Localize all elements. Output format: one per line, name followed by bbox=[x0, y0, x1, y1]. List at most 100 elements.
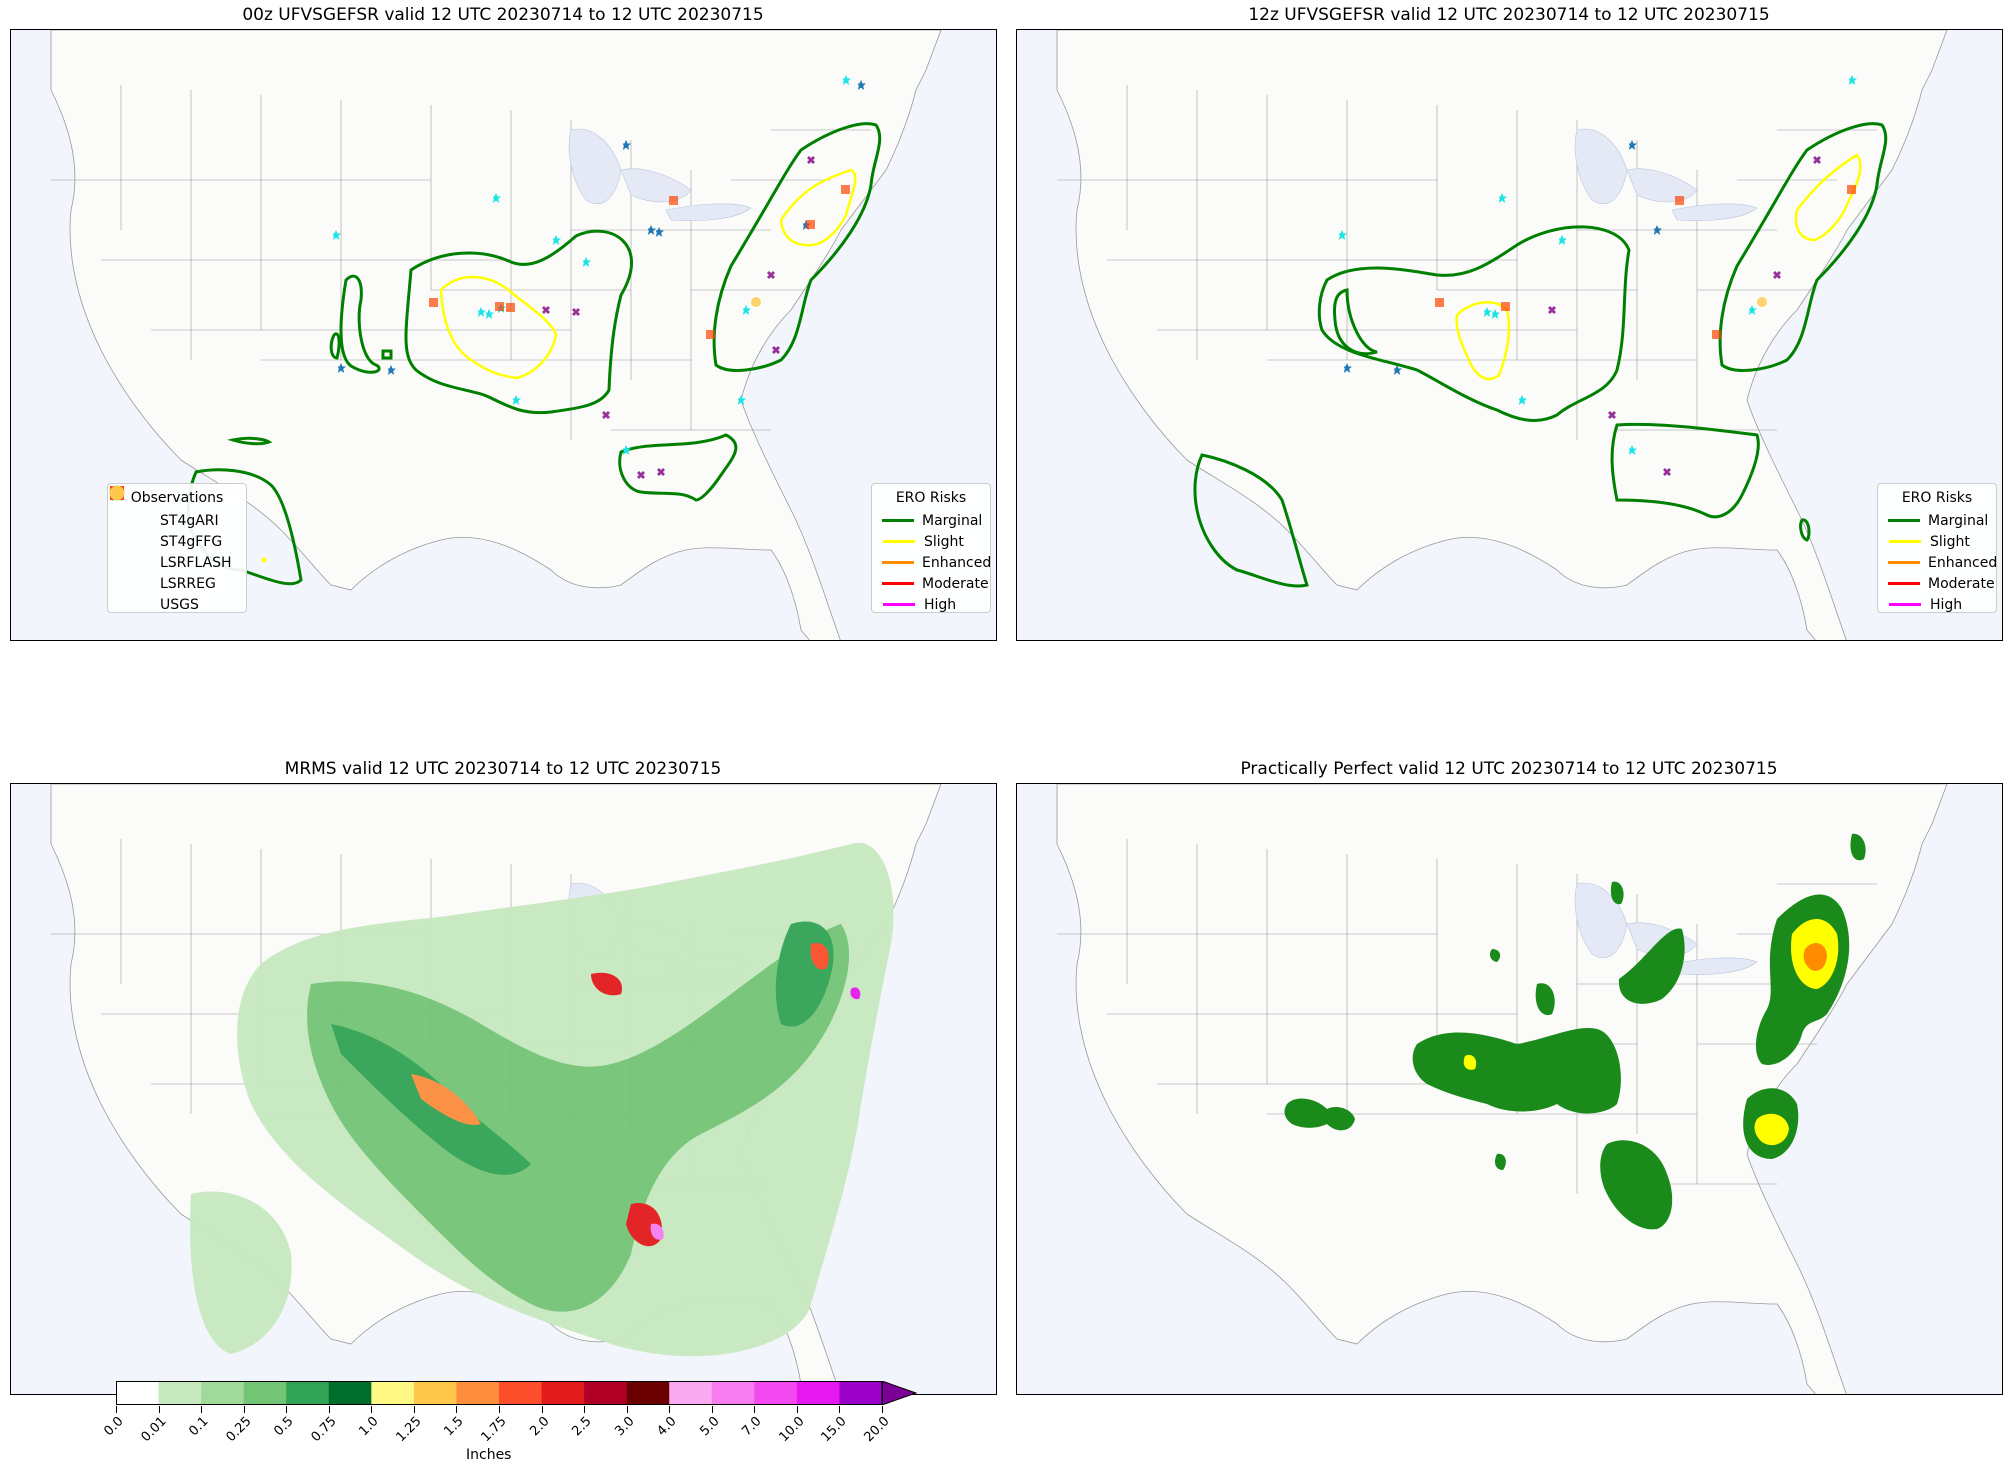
colorbar-tick-label: 3.0 bbox=[612, 1414, 638, 1440]
line-swatch-icon bbox=[882, 533, 916, 551]
precip-area-intense bbox=[411, 1074, 481, 1125]
ero-marginal-contour bbox=[329, 332, 341, 360]
colorbar-tick-label: 5.0 bbox=[697, 1414, 723, 1440]
legend-entry-marginal: Marginal bbox=[1888, 510, 1989, 531]
legend-label: Moderate bbox=[1928, 575, 1995, 592]
obs-st4gari-marker bbox=[647, 225, 656, 235]
colorbar-tick bbox=[371, 1406, 373, 1413]
legend-entry-lsrreg: LSRREG bbox=[110, 486, 236, 594]
obs-st4gffg-marker bbox=[1748, 305, 1757, 315]
star-icon bbox=[109, 485, 152, 551]
obs-st4gffg-marker bbox=[582, 257, 591, 267]
colorbar-tick bbox=[796, 1406, 798, 1413]
legend-label: LSRFLASH bbox=[160, 554, 232, 571]
panel-title-practically-perfect: Practically Perfect valid 12 UTC 2023071… bbox=[1240, 759, 1778, 779]
colorbar-segment bbox=[669, 1381, 713, 1405]
pp-marginal-area bbox=[1610, 881, 1624, 905]
obs-lsrflash-marker bbox=[1813, 156, 1821, 164]
precip-area-moderate bbox=[307, 924, 850, 1312]
colorbar-segment bbox=[754, 1381, 798, 1405]
legend-entry-lsrflash: LSRFLASH bbox=[110, 486, 236, 573]
legend-label: ST4gARI bbox=[160, 512, 219, 529]
precip-area-extreme bbox=[850, 987, 861, 1000]
obs-st4gffg-marker bbox=[492, 193, 501, 203]
great-lake bbox=[568, 128, 622, 205]
x-marker-icon bbox=[110, 486, 152, 572]
legend-entry-high: High bbox=[1888, 594, 1986, 615]
legend-label: Marginal bbox=[1928, 512, 1989, 529]
land-area bbox=[1056, 30, 1948, 640]
colorbar-tick bbox=[711, 1406, 713, 1413]
pp-marginal-area bbox=[1535, 983, 1555, 1016]
ero-marginal-contour bbox=[1799, 518, 1811, 542]
map-mrms-precipitation bbox=[10, 783, 997, 1395]
pp-marginal-area bbox=[1412, 1027, 1621, 1114]
star-icon bbox=[109, 485, 152, 530]
pp-marginal-area bbox=[1495, 1153, 1506, 1170]
colorbar-tick bbox=[754, 1406, 756, 1413]
obs-lsrflash-marker bbox=[1548, 306, 1556, 314]
obs-lsrreg-marker bbox=[841, 185, 850, 194]
legend-label: High bbox=[1930, 596, 1963, 613]
ero-slight-contour bbox=[1794, 153, 1862, 242]
observation-markers bbox=[261, 75, 866, 563]
colorbar-tick bbox=[116, 1406, 117, 1413]
pp-marginal-area bbox=[1284, 1098, 1355, 1131]
ero-slight-contour bbox=[1455, 301, 1511, 381]
colorbar-segment bbox=[584, 1381, 627, 1405]
obs-st4gffg-marker bbox=[1628, 445, 1637, 455]
colorbar-tick-label: 15.0 bbox=[818, 1414, 851, 1446]
map-12z-ero: ERO Risks Marginal Slight Enhanced Moder… bbox=[1016, 29, 2003, 641]
obs-st4gffg-marker bbox=[742, 305, 751, 315]
line-swatch-icon bbox=[882, 596, 916, 614]
obs-lsrflash-marker bbox=[807, 156, 815, 164]
colorbar-tick bbox=[882, 1406, 883, 1413]
great-lake bbox=[1671, 203, 1758, 221]
colorbar-tick bbox=[413, 1406, 415, 1413]
colorbar-tick-label: 4.0 bbox=[654, 1414, 680, 1440]
line-swatch-icon bbox=[1888, 596, 1922, 614]
legend-entry-moderate: Moderate bbox=[882, 573, 989, 594]
precip-area-intense bbox=[591, 972, 622, 996]
line-swatch-icon bbox=[1888, 533, 1922, 551]
legend-title: ERO Risks bbox=[1901, 490, 1973, 506]
colorbar-tick-label: 20.0 bbox=[861, 1414, 893, 1446]
obs-st4gari-marker bbox=[1628, 140, 1637, 150]
ero-marginal-contour bbox=[227, 436, 273, 446]
colorbar-tick bbox=[201, 1406, 203, 1413]
colorbar-segment bbox=[116, 1381, 159, 1405]
obs-st4gffg-marker bbox=[485, 309, 494, 319]
ero-marginal-contour bbox=[404, 229, 634, 415]
colorbar-tick-label: 7.0 bbox=[739, 1414, 765, 1440]
legend-label: ST4gFFG bbox=[160, 533, 223, 550]
colorbar-tick bbox=[286, 1406, 288, 1413]
panel-title-mrms: MRMS valid 12 UTC 20230714 to 12 UTC 202… bbox=[284, 759, 722, 779]
ero-marginal-contour bbox=[1610, 422, 1760, 519]
legend-entry-st4gari: ST4gARI bbox=[109, 485, 236, 531]
colorbar-tick bbox=[541, 1406, 543, 1413]
obs-lsrflash-marker bbox=[1663, 468, 1671, 476]
colorbar-tick-label: 1.5 bbox=[441, 1414, 468, 1440]
obs-lsrflash-marker bbox=[1773, 271, 1781, 279]
legend-entry-st4gffg: ST4gFFG bbox=[109, 485, 236, 552]
obs-lsrreg-marker bbox=[669, 196, 678, 205]
great-lake bbox=[620, 168, 692, 203]
colorbar-segment bbox=[839, 1381, 883, 1405]
great-lake bbox=[665, 203, 752, 221]
great-lake bbox=[1626, 168, 1698, 203]
obs-st4gari-marker bbox=[1343, 363, 1352, 373]
colorbar-tick-label: 0.01 bbox=[138, 1414, 170, 1446]
legend-label: Slight bbox=[924, 533, 964, 550]
ero-marginal-contour bbox=[712, 122, 882, 372]
ero-risks-legend: ERO Risks Marginal Slight Enhanced Moder… bbox=[1877, 483, 1997, 613]
obs-usgs-marker bbox=[1757, 297, 1767, 307]
line-swatch-icon bbox=[1888, 512, 1920, 530]
pp-marginal-area bbox=[1600, 1140, 1673, 1230]
pp-enhanced-area bbox=[1803, 942, 1827, 971]
legend-label: Moderate bbox=[922, 575, 989, 592]
obs-st4gari-marker bbox=[857, 80, 866, 90]
colorbar-segment bbox=[711, 1381, 755, 1405]
legend-entry-high: High bbox=[882, 594, 980, 615]
colorbar-tick bbox=[584, 1406, 586, 1413]
colorbar-extend-arrow bbox=[881, 1381, 918, 1405]
